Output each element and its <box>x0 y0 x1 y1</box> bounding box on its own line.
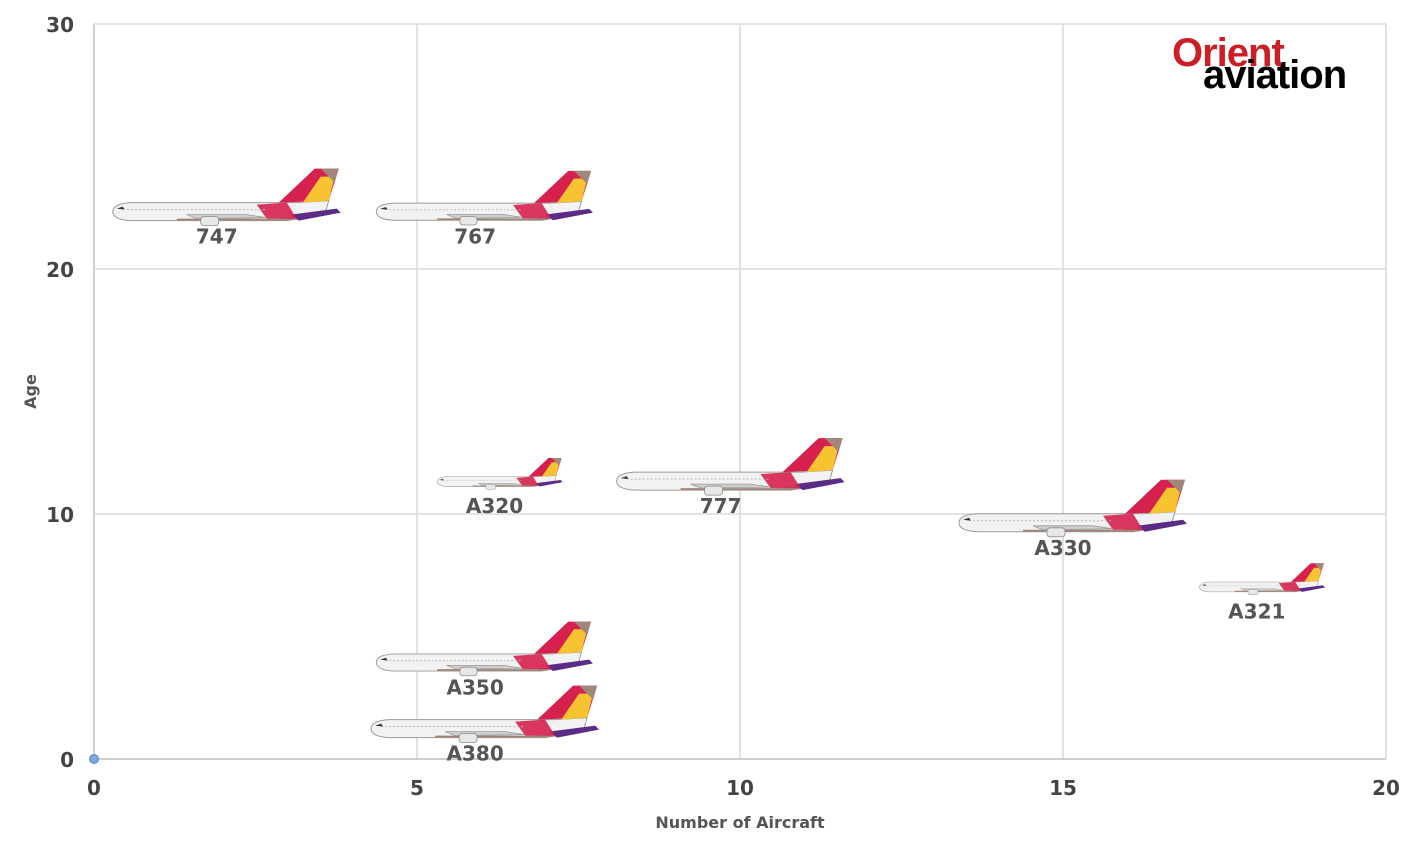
x-axis-title: Number of Aircraft <box>655 813 825 832</box>
aircraft-point-767 <box>375 170 593 226</box>
aircraft-point-777 <box>616 438 845 496</box>
aircraft-label-747: 747 <box>196 225 238 249</box>
aircraft-label-a330: A330 <box>1034 536 1091 560</box>
asiana-aircraft-icon <box>375 621 593 677</box>
x-tick-label: 0 <box>87 776 101 800</box>
y-tick-label: 0 <box>60 748 74 772</box>
aircraft-label-a350: A350 <box>447 675 504 699</box>
asiana-aircraft-icon <box>958 479 1187 538</box>
tick-labels: 0 5 10 15 20 0 10 20 30 <box>46 13 1400 800</box>
aircraft-point-a380 <box>370 685 600 743</box>
aircraft-point-747 <box>112 168 341 227</box>
aircraft-point-a321 <box>1199 563 1325 595</box>
aircraft-label-a320: A320 <box>466 494 523 518</box>
aircraft-point-a330 <box>958 479 1187 538</box>
x-tick-label: 5 <box>410 776 424 800</box>
asiana-aircraft-icon <box>616 438 845 496</box>
grid <box>93 23 1387 760</box>
aircraft-label-a321: A321 <box>1228 600 1285 624</box>
asiana-aircraft-icon <box>370 685 600 743</box>
x-tick-label: 10 <box>726 776 754 800</box>
origin-marker <box>89 754 99 764</box>
aircraft-label-a380: A380 <box>447 742 504 766</box>
asiana-aircraft-icon <box>375 170 593 226</box>
asiana-aircraft-icon <box>112 168 341 227</box>
y-tick-label: 10 <box>46 503 74 527</box>
aircraft-label-777: 777 <box>700 494 742 518</box>
x-tick-label: 20 <box>1372 776 1400 800</box>
y-tick-label: 30 <box>46 13 74 37</box>
asiana-aircraft-icon <box>437 457 563 490</box>
aircraft-point-a350 <box>375 621 593 677</box>
logo-line-aviation: aviation <box>1203 53 1346 97</box>
y-axis-title: Age <box>21 374 40 409</box>
y-tick-label: 20 <box>46 258 74 282</box>
aircraft-point-a320 <box>437 457 563 490</box>
logo-line-orient: Orient <box>1172 31 1284 75</box>
data-points: 747 767 A320 777 A330 A321 A350 A380 <box>89 168 1325 766</box>
aircraft-label-767: 767 <box>454 225 496 249</box>
orient-aviation-logo: Orient aviation <box>1172 31 1347 97</box>
x-tick-label: 15 <box>1049 776 1077 800</box>
asiana-aircraft-icon <box>1199 563 1325 595</box>
